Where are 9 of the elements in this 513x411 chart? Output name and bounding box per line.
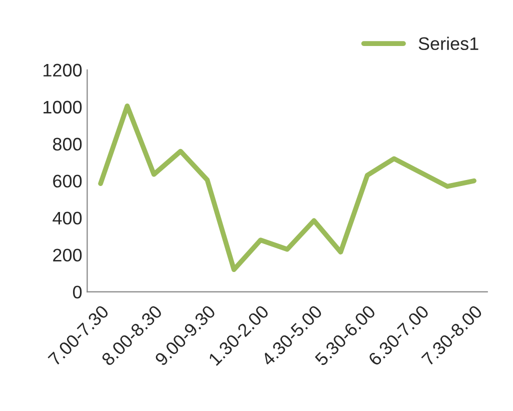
line-series [98,104,476,272]
y-tick-label: 600 [53,174,82,188]
legend-label: Series1 [418,36,478,50]
y-tick-label: 0 [73,286,82,299]
y-tick-label: 200 [53,248,82,262]
y-tick-label: 800 [53,138,82,151]
y-tick-label: 1000 [44,100,82,114]
y-tick-label: 1200 [44,64,82,77]
y-tick-label: 400 [52,212,82,225]
